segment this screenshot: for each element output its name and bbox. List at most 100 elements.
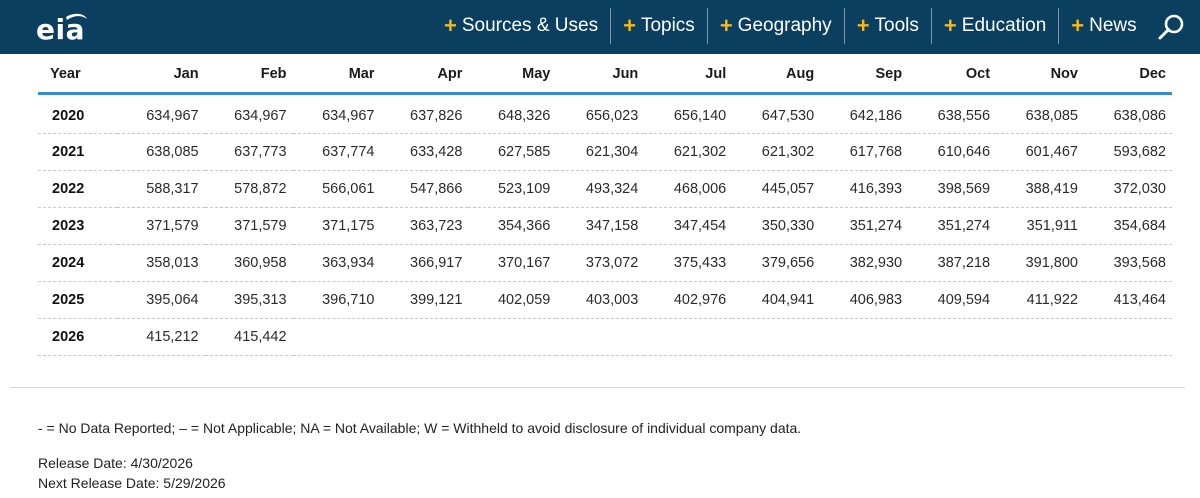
column-header-nov: Nov bbox=[996, 56, 1084, 95]
value-cell: 413,464 bbox=[1083, 281, 1172, 319]
nav-topics[interactable]: + Topics bbox=[610, 8, 707, 44]
value-cell: 351,911 bbox=[996, 207, 1084, 245]
row-year-cell: 2022 bbox=[38, 170, 117, 208]
value-cell: 351,274 bbox=[820, 207, 909, 245]
row-year-cell: 2020 bbox=[38, 93, 117, 134]
value-cell: 610,646 bbox=[908, 133, 997, 171]
value-cell: 351,274 bbox=[908, 207, 997, 245]
row-year-cell: 2021 bbox=[38, 133, 117, 171]
value-cell bbox=[644, 318, 733, 356]
table-body: 2020 634,967 634,967 634,967 637,826 648,326 6… bbox=[38, 93, 1172, 356]
logo-swoosh-icon bbox=[66, 13, 87, 20]
row-year-cell: 2026 bbox=[38, 318, 117, 356]
value-cell: 373,072 bbox=[556, 244, 645, 282]
value-cell: 621,302 bbox=[644, 133, 733, 171]
nav-label: Sources & Uses bbox=[461, 15, 599, 36]
value-cell: 638,556 bbox=[908, 93, 997, 134]
value-cell: 656,023 bbox=[556, 93, 645, 134]
value-cell bbox=[820, 318, 909, 356]
value-cell: 360,958 bbox=[204, 244, 293, 282]
table-row: 2021 638,085 637,773 637,774 633,428 627,585 6… bbox=[38, 133, 1172, 171]
value-cell: 566,061 bbox=[292, 170, 381, 208]
value-cell: 634,967 bbox=[116, 93, 205, 134]
nav-geography[interactable]: + Geography bbox=[706, 8, 844, 44]
value-cell: 633,428 bbox=[380, 133, 469, 171]
value-cell: 415,212 bbox=[116, 318, 205, 356]
value-cell: 637,774 bbox=[292, 133, 381, 171]
row-year-cell: 2025 bbox=[38, 281, 117, 319]
row-year-cell: 2024 bbox=[38, 244, 117, 282]
value-cell: 387,218 bbox=[908, 244, 997, 282]
nav-education[interactable]: + Education bbox=[930, 8, 1058, 44]
table-row: 2022 588,317 578,872 566,061 547,866 523,109 4… bbox=[38, 170, 1172, 208]
value-cell: 382,930 bbox=[820, 244, 909, 282]
value-cell: 588,317 bbox=[116, 170, 205, 208]
value-cell: 358,013 bbox=[116, 244, 205, 282]
value-cell: 647,530 bbox=[732, 93, 821, 134]
top-navigation-bar: eia + Sources & Uses + Topics + Geograph… bbox=[0, 0, 1200, 54]
value-cell: 354,366 bbox=[468, 207, 557, 245]
value-cell: 371,579 bbox=[116, 207, 205, 245]
monthly-data-table: Year Jan Feb Mar Apr May Jun Jul Aug Sep Oct Nov Dec… bbox=[38, 56, 1172, 356]
value-cell: 354,684 bbox=[1083, 207, 1172, 245]
plus-icon: + bbox=[856, 13, 870, 38]
search-icon[interactable] bbox=[1156, 12, 1186, 42]
column-header-sep: Sep bbox=[820, 56, 909, 95]
section-divider bbox=[10, 387, 1185, 388]
column-header-jun: Jun bbox=[556, 56, 645, 95]
value-cell: 371,579 bbox=[204, 207, 293, 245]
value-cell: 621,304 bbox=[556, 133, 645, 171]
legend-footnote: - = No Data Reported; – = Not Applicable… bbox=[38, 420, 802, 436]
value-cell: 409,594 bbox=[908, 281, 997, 319]
table-row: 2020 634,967 634,967 634,967 637,826 648,326 6… bbox=[38, 93, 1172, 134]
value-cell: 396,710 bbox=[292, 281, 381, 319]
nav-tools[interactable]: + Tools bbox=[843, 8, 931, 44]
plus-icon: + bbox=[719, 13, 733, 38]
column-header-jul: Jul bbox=[644, 56, 733, 95]
nav-label: Topics bbox=[640, 15, 695, 36]
nav-sources-uses[interactable]: + Sources & Uses bbox=[432, 8, 610, 44]
value-cell: 347,158 bbox=[556, 207, 645, 245]
value-cell: 637,773 bbox=[204, 133, 293, 171]
value-cell: 578,872 bbox=[204, 170, 293, 208]
column-header-dec: Dec bbox=[1083, 56, 1172, 95]
nav-news[interactable]: + News bbox=[1058, 8, 1148, 44]
eia-logo[interactable]: eia bbox=[36, 11, 88, 46]
value-cell: 637,826 bbox=[380, 93, 469, 134]
nav-label: News bbox=[1089, 15, 1137, 36]
value-cell: 388,419 bbox=[996, 170, 1084, 208]
logo-text: eia bbox=[36, 13, 85, 46]
next-release-date: Next Release Date: 5/29/2026 bbox=[38, 475, 226, 491]
value-cell: 523,109 bbox=[468, 170, 557, 208]
value-cell bbox=[468, 318, 557, 356]
value-cell: 627,585 bbox=[468, 133, 557, 171]
value-cell: 372,030 bbox=[1083, 170, 1172, 208]
value-cell: 363,934 bbox=[292, 244, 381, 282]
nav-label: Tools bbox=[874, 15, 919, 36]
value-cell: 403,003 bbox=[556, 281, 645, 319]
value-cell: 638,085 bbox=[996, 93, 1084, 134]
release-date: Release Date: 4/30/2026 bbox=[38, 455, 193, 471]
value-cell bbox=[292, 318, 381, 356]
table-row: 2023 371,579 371,579 371,175 363,723 354,366 3… bbox=[38, 207, 1172, 245]
value-cell: 648,326 bbox=[468, 93, 557, 134]
value-cell: 404,941 bbox=[732, 281, 821, 319]
value-cell: 547,866 bbox=[380, 170, 469, 208]
value-cell: 468,006 bbox=[644, 170, 733, 208]
value-cell: 593,682 bbox=[1083, 133, 1172, 171]
nav-label: Education bbox=[961, 15, 1047, 36]
value-cell bbox=[732, 318, 821, 356]
value-cell: 656,140 bbox=[644, 93, 733, 134]
plus-icon: + bbox=[444, 13, 457, 38]
value-cell bbox=[556, 318, 645, 356]
plus-icon: + bbox=[623, 13, 636, 38]
value-cell: 350,330 bbox=[732, 207, 821, 245]
value-cell: 393,568 bbox=[1083, 244, 1172, 282]
value-cell: 391,800 bbox=[996, 244, 1084, 282]
value-cell: 402,976 bbox=[644, 281, 733, 319]
value-cell: 617,768 bbox=[820, 133, 909, 171]
value-cell: 395,064 bbox=[116, 281, 205, 319]
value-cell: 634,967 bbox=[204, 93, 293, 134]
value-cell: 379,656 bbox=[732, 244, 821, 282]
column-header-feb: Feb bbox=[204, 56, 293, 95]
